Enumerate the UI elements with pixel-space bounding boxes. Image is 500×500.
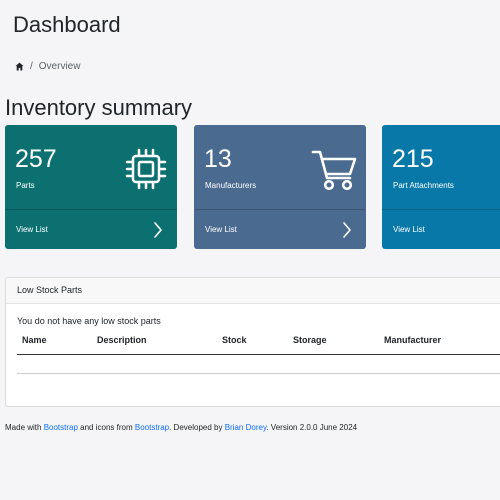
low-stock-header: Low Stock Parts xyxy=(6,278,500,304)
footer-version: . Version 2.0.0 June 2024 xyxy=(266,423,358,432)
table-row xyxy=(17,355,500,374)
attachments-card: 215 Part Attachments View List xyxy=(382,125,500,249)
parts-view-list-link[interactable]: View List xyxy=(16,225,48,234)
home-icon[interactable] xyxy=(15,62,24,71)
column-manufacturer: Manufacturer xyxy=(384,335,442,345)
low-stock-panel: Low Stock Parts You do not have any low … xyxy=(5,277,500,407)
bootstrap-icons-link[interactable]: Bootstrap xyxy=(134,423,170,432)
manufacturers-card: 13 Manufacturers View List xyxy=(194,125,366,249)
column-name: Name xyxy=(22,335,47,345)
column-stock: Stock xyxy=(222,335,247,345)
low-stock-empty-message: You do not have any low stock parts xyxy=(17,316,161,326)
parts-label: Parts xyxy=(16,181,35,190)
cart-icon xyxy=(311,150,357,191)
card-divider xyxy=(382,209,500,210)
bootstrap-link[interactable]: Bootstrap xyxy=(43,423,78,432)
page-title: Dashboard xyxy=(13,12,121,37)
breadcrumb-separator: / xyxy=(30,61,33,72)
footer: Made with Bootstrap and icons from Boots… xyxy=(5,423,357,432)
manufacturers-view-list-link[interactable]: View List xyxy=(205,225,237,234)
footer-developed-by: . Developed by xyxy=(169,423,225,432)
footer-icons-from: and icons from xyxy=(77,423,135,432)
manufacturers-label: Manufacturers xyxy=(205,181,257,190)
column-description: Description xyxy=(97,335,147,345)
attachments-count: 215 xyxy=(392,145,434,173)
breadcrumb-current: Overview xyxy=(38,61,81,72)
footer-made-with: Made with xyxy=(5,423,44,432)
parts-count: 257 xyxy=(15,145,57,173)
card-divider xyxy=(5,209,177,210)
breadcrumb: / Overview xyxy=(15,61,80,72)
cpu-icon xyxy=(125,148,167,190)
parts-card: 257 Parts View List xyxy=(5,125,177,249)
attachments-view-list-link[interactable]: View List xyxy=(393,225,425,234)
chevron-right-icon[interactable] xyxy=(342,221,352,239)
card-divider xyxy=(194,209,366,210)
low-stock-table-header: Name Description Stock Storage Manufactu… xyxy=(17,334,500,355)
author-link[interactable]: Brian Dorey xyxy=(224,423,267,432)
section-title: Inventory summary xyxy=(5,95,193,120)
manufacturers-count: 13 xyxy=(204,145,232,173)
chevron-right-icon[interactable] xyxy=(153,221,163,239)
attachments-label: Part Attachments xyxy=(393,181,454,190)
column-storage: Storage xyxy=(293,335,327,345)
